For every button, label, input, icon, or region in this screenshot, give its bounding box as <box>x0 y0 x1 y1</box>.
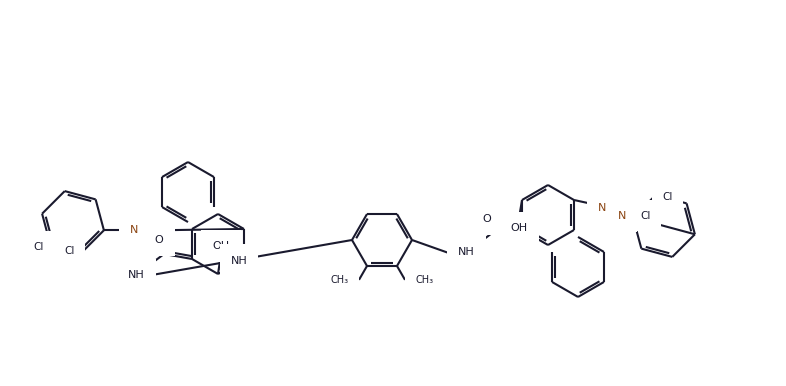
Text: NH: NH <box>127 270 145 280</box>
Text: NH: NH <box>457 247 475 257</box>
Text: CH₃: CH₃ <box>415 275 433 285</box>
Text: CH₃: CH₃ <box>331 275 349 285</box>
Text: O: O <box>155 235 163 245</box>
Text: Cl: Cl <box>663 192 673 202</box>
Text: OH: OH <box>510 223 527 233</box>
Text: Cl: Cl <box>64 246 75 256</box>
Text: N: N <box>149 225 158 235</box>
Text: OH: OH <box>212 241 230 251</box>
Text: N: N <box>130 225 138 235</box>
Text: Cl: Cl <box>33 242 43 252</box>
Text: O: O <box>483 214 491 224</box>
Text: Cl: Cl <box>640 211 650 221</box>
Text: N: N <box>618 211 626 221</box>
Text: N: N <box>598 203 606 213</box>
Text: NH: NH <box>230 256 248 266</box>
